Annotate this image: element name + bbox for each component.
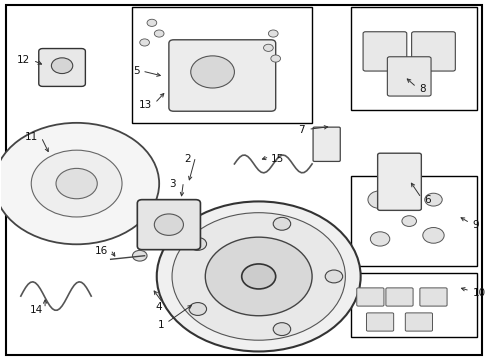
FancyBboxPatch shape xyxy=(412,32,455,71)
Text: 13: 13 xyxy=(139,100,152,110)
FancyBboxPatch shape xyxy=(39,49,85,86)
Text: 12: 12 xyxy=(17,55,30,65)
Bar xyxy=(351,176,477,266)
Text: 5: 5 xyxy=(133,66,140,76)
Text: 7: 7 xyxy=(298,125,305,135)
Circle shape xyxy=(325,270,343,283)
Circle shape xyxy=(147,19,157,26)
Circle shape xyxy=(191,56,234,88)
Circle shape xyxy=(154,214,183,235)
Circle shape xyxy=(423,228,444,243)
Circle shape xyxy=(402,216,416,226)
Circle shape xyxy=(370,232,390,246)
FancyBboxPatch shape xyxy=(363,32,407,71)
Bar xyxy=(351,273,477,337)
Circle shape xyxy=(271,55,281,62)
Circle shape xyxy=(189,302,207,315)
Circle shape xyxy=(154,30,164,37)
Circle shape xyxy=(132,250,147,261)
Circle shape xyxy=(157,202,361,351)
Circle shape xyxy=(368,191,392,208)
Circle shape xyxy=(205,237,312,316)
Circle shape xyxy=(172,213,345,340)
Circle shape xyxy=(273,217,291,230)
FancyBboxPatch shape xyxy=(357,288,384,306)
Bar xyxy=(132,7,312,123)
Circle shape xyxy=(273,323,291,336)
Text: 2: 2 xyxy=(184,154,191,163)
Text: 9: 9 xyxy=(472,220,479,230)
Text: 1: 1 xyxy=(157,320,164,330)
Text: 16: 16 xyxy=(95,247,108,256)
Text: 11: 11 xyxy=(24,132,38,142)
Circle shape xyxy=(56,168,98,199)
Text: 14: 14 xyxy=(29,305,43,315)
Circle shape xyxy=(140,39,149,46)
Text: 8: 8 xyxy=(419,84,425,94)
FancyBboxPatch shape xyxy=(420,288,447,306)
FancyBboxPatch shape xyxy=(405,313,433,331)
FancyBboxPatch shape xyxy=(367,313,393,331)
Text: 4: 4 xyxy=(155,302,162,312)
Text: 6: 6 xyxy=(424,195,430,204)
Circle shape xyxy=(269,30,278,37)
Circle shape xyxy=(51,58,73,73)
Text: 15: 15 xyxy=(271,154,284,163)
Text: 3: 3 xyxy=(170,179,176,189)
FancyBboxPatch shape xyxy=(386,288,413,306)
Circle shape xyxy=(242,264,276,289)
FancyBboxPatch shape xyxy=(378,153,421,210)
FancyBboxPatch shape xyxy=(137,200,200,249)
Text: 10: 10 xyxy=(472,288,486,297)
FancyBboxPatch shape xyxy=(169,40,276,111)
Circle shape xyxy=(0,123,159,244)
Bar xyxy=(351,7,477,111)
Circle shape xyxy=(425,193,442,206)
Circle shape xyxy=(264,44,273,51)
FancyBboxPatch shape xyxy=(388,57,431,96)
Circle shape xyxy=(189,238,207,250)
Circle shape xyxy=(31,150,122,217)
FancyBboxPatch shape xyxy=(313,127,340,161)
